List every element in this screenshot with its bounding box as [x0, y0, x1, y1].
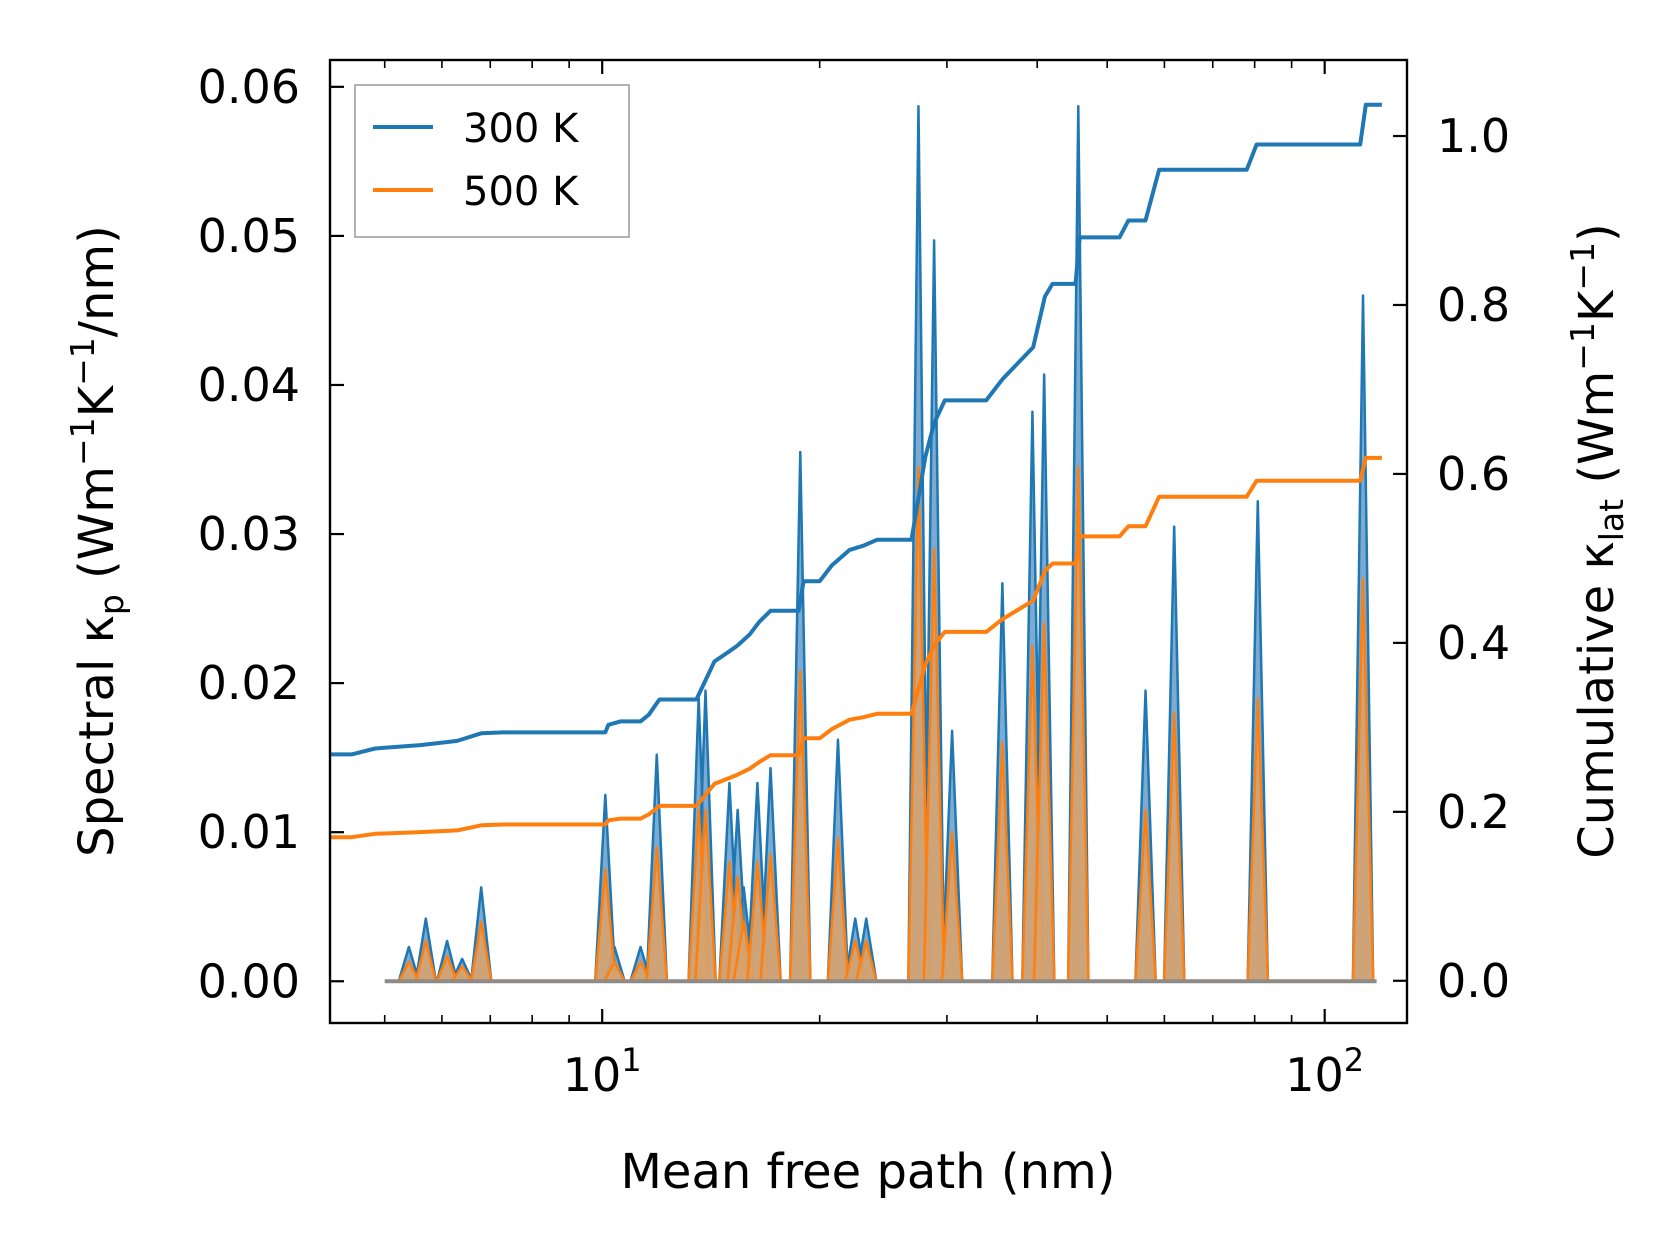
legend-label-500k: 500 K — [463, 169, 580, 215]
left-axis-title: Spectral κp (Wm−1K−1/nm) — [63, 225, 131, 857]
right-axis-title-exp1: −1 — [1563, 322, 1602, 371]
left-tick-label-2: 0.02 — [198, 656, 300, 710]
left-tick-label-3: 0.03 — [198, 507, 300, 561]
left-axis-title-prefix: Spectral κ — [69, 615, 125, 857]
x-tick-label-1: 102 — [1285, 1041, 1364, 1102]
legend-box — [354, 84, 630, 238]
axes-frame — [328, 58, 1409, 1025]
x-tick-label-0: 101 — [563, 1041, 642, 1102]
left-axis-title-sub: p — [92, 594, 131, 615]
left-tick-label-5: 0.05 — [198, 209, 300, 263]
cumulative-line-300k — [330, 102, 1382, 757]
left-tick-label-6: 0.06 — [198, 60, 300, 114]
right-axis-title-exp2: −1 — [1563, 242, 1602, 291]
left-tick-label-1: 0.01 — [198, 805, 300, 859]
right-axis-title-unit-close: ) — [1569, 223, 1625, 242]
cumulative-line-500k — [330, 455, 1382, 840]
right-axis-title-unit-mid: K — [1569, 289, 1625, 322]
axis-ticks: 0.00 0.01 0.02 0.03 0.04 0.05 0.06 0.0 0.2 0.4 0.6… — [198, 60, 1511, 1102]
plot-area — [330, 102, 1382, 984]
left-axis-title-unit-open: (Wm — [69, 466, 125, 594]
right-tick-label-5: 1.0 — [1437, 109, 1510, 163]
right-tick-label-4: 0.8 — [1437, 278, 1510, 332]
x-axis-title: Mean free path (nm) — [621, 1144, 1116, 1200]
right-axis-title: Cumulative κlat (Wm−1K−1) — [1563, 223, 1631, 859]
right-axis-title-unit-open: (Wm — [1569, 371, 1625, 499]
legend: 300 K 500 K — [354, 84, 630, 238]
legend-label-300k: 300 K — [463, 106, 580, 152]
left-axis-title-unit-close: /nm) — [69, 225, 125, 337]
right-tick-label-3: 0.6 — [1437, 447, 1510, 501]
right-tick-label-2: 0.4 — [1437, 616, 1510, 670]
right-tick-label-0: 0.0 — [1437, 954, 1510, 1008]
right-tick-label-1: 0.2 — [1437, 785, 1510, 839]
right-axis-title-prefix: Cumulative κ — [1569, 541, 1625, 859]
right-axis-title-sub: lat — [1592, 499, 1631, 541]
left-tick-label-4: 0.04 — [198, 358, 300, 412]
left-axis-title-exp2: −1 — [63, 337, 102, 386]
left-axis-title-exp1: −1 — [63, 417, 102, 466]
left-axis-title-unit-mid: K — [69, 384, 125, 417]
left-tick-label-0: 0.00 — [198, 954, 300, 1008]
